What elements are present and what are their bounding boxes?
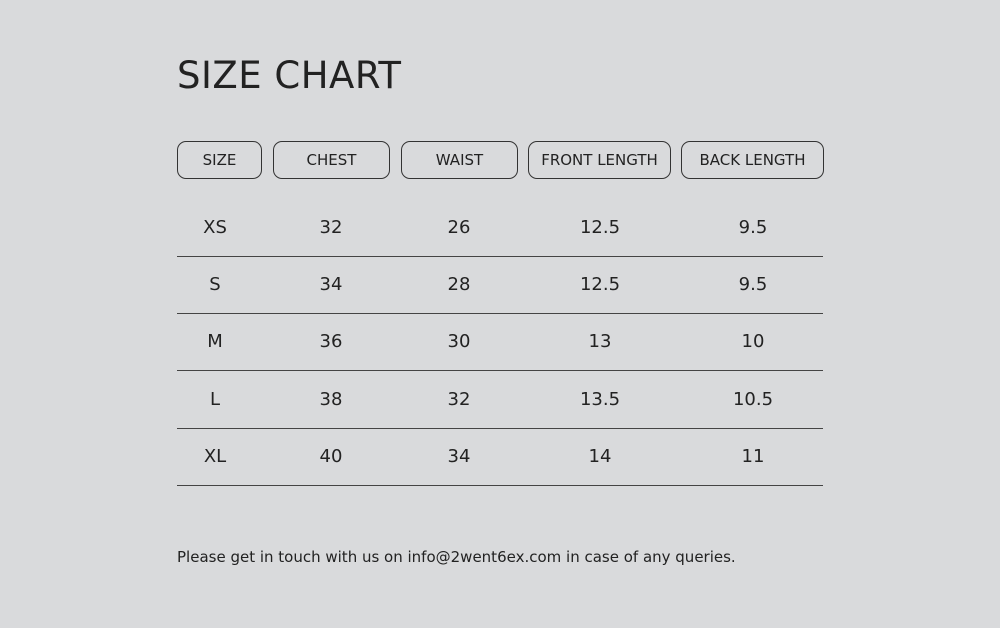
cell-waist: 32 (447, 388, 471, 410)
cell-size: M (207, 331, 223, 353)
cell-size: L (209, 388, 221, 410)
cell-back-length: 10.5 (732, 388, 774, 410)
cell-size: S (209, 274, 221, 296)
cell-back-length: 11 (741, 445, 765, 467)
cell-size: XS (203, 217, 227, 238)
table-row: L 38 32 13.5 10.5 (177, 371, 823, 429)
cell-front-length: 14 (588, 445, 612, 467)
page-title: SIZE CHART (177, 54, 402, 97)
cell-back-length: 9.5 (738, 274, 768, 296)
cell-chest: 40 (319, 445, 343, 467)
header-waist: WAIST (401, 141, 518, 179)
header-size: SIZE (177, 141, 262, 179)
table-row: XS 32 26 12.5 9.5 (177, 199, 823, 257)
cell-size: XL (203, 445, 227, 467)
table-row: XL 40 34 14 11 (177, 428, 823, 486)
cell-back-length: 9.5 (738, 217, 768, 238)
table-row: M 36 30 13 10 (177, 313, 823, 372)
cell-chest: 36 (319, 331, 343, 353)
cell-chest: 34 (319, 274, 343, 296)
cell-back-length: 10 (741, 331, 765, 353)
table-row: S 34 28 12.5 9.5 (177, 256, 823, 315)
cell-chest: 38 (319, 388, 343, 410)
cell-waist: 34 (447, 445, 471, 467)
header-back-length: BACK LENGTH (681, 141, 824, 179)
cell-front-length: 12.5 (579, 274, 621, 296)
cell-front-length: 12.5 (579, 217, 621, 238)
cell-waist: 30 (447, 331, 471, 353)
header-chest: CHEST (273, 141, 390, 179)
cell-chest: 32 (319, 217, 343, 238)
cell-front-length: 13 (588, 331, 612, 353)
contact-note: Please get in touch with us on info@2wen… (177, 548, 736, 566)
cell-front-length: 13.5 (579, 388, 621, 410)
cell-waist: 26 (447, 217, 471, 238)
cell-waist: 28 (447, 274, 471, 296)
header-front-length: FRONT LENGTH (528, 141, 671, 179)
